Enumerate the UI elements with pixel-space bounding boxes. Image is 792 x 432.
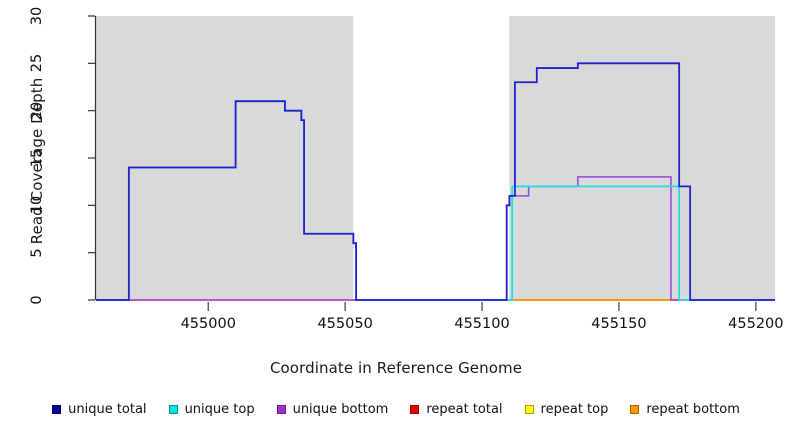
legend-label: unique top — [184, 401, 255, 417]
legend-item-unique-total[interactable]: unique total — [52, 401, 147, 417]
chart-legend: unique total unique top unique bottom repea… — [0, 398, 792, 420]
x-tick-label: 455050 — [317, 316, 373, 332]
shaded-regions-layer — [96, 16, 775, 300]
x-tick-label: 455150 — [591, 316, 647, 332]
x-axis-title: Coordinate in Reference Genome — [269, 359, 523, 377]
shaded-region — [96, 16, 354, 300]
legend-item-repeat-bottom[interactable]: repeat bottom — [630, 402, 740, 417]
x-tick-label: 455100 — [454, 316, 510, 332]
legend-item-repeat-total[interactable]: repeat total — [410, 401, 503, 417]
series-layer — [96, 62, 775, 301]
legend-swatch-icon — [276, 404, 286, 414]
axis-layer — [88, 15, 757, 311]
legend-item-unique-top[interactable]: unique top — [168, 401, 255, 417]
series-line-unique-total — [96, 62, 775, 301]
legend-swatch-icon — [524, 404, 534, 414]
legend-swatch-icon — [630, 404, 640, 414]
shaded-region — [509, 16, 775, 300]
legend-label: unique bottom — [292, 401, 389, 417]
legend-swatch-icon — [410, 404, 420, 414]
legend-label: repeat total — [426, 401, 503, 417]
legend-item-repeat-top[interactable]: repeat top — [524, 401, 609, 417]
x-tick-label: 455000 — [180, 316, 236, 332]
y-axis-title: Read Coverage Depth — [28, 77, 46, 245]
legend-label: unique total — [68, 401, 147, 417]
legend-swatch-icon — [52, 404, 62, 414]
legend-swatch-icon — [168, 404, 178, 414]
legend-label: repeat top — [540, 401, 609, 417]
legend-label: repeat bottom — [646, 401, 740, 417]
x-tick-label: 455200 — [728, 316, 784, 332]
legend-item-unique-bottom[interactable]: unique bottom — [276, 401, 389, 417]
